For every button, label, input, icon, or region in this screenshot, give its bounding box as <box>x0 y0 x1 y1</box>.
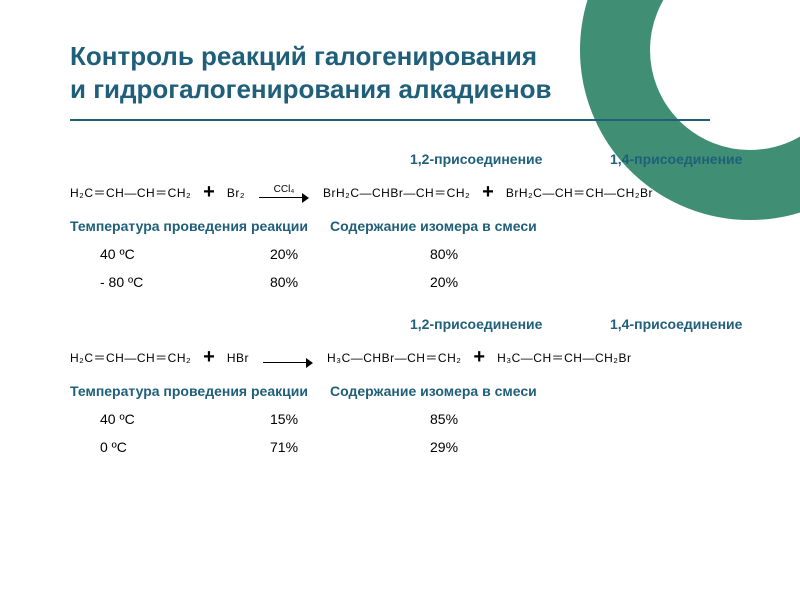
r2-product-14: H₃C—CH＝CH—CH₂Br <box>497 349 631 366</box>
table-row: 40 ºC 15% 85% <box>70 411 750 427</box>
plus-icon: + <box>473 346 485 369</box>
slide-content: Контроль реакций галогенирования и гидро… <box>0 0 800 475</box>
header-1-2-addition: 1,2-присоединение <box>410 316 610 332</box>
mixture-header: Содержание изомера в смеси <box>330 383 537 399</box>
temperature-header: Температура проведения реакции <box>70 218 330 234</box>
pct-14: 85% <box>430 411 458 427</box>
r1-reactant: H₂C＝CH—CH＝CH₂ <box>70 184 191 201</box>
addition-headers-1: 1,2-присоединение 1,4-присоединение <box>70 151 750 167</box>
data-headers-1: Температура проведения реакции Содержани… <box>70 218 750 234</box>
pct-12: 15% <box>270 411 430 427</box>
table-row: 40 ºC 20% 80% <box>70 246 750 262</box>
pct-14: 29% <box>430 439 458 455</box>
header-1-2-addition: 1,2-присоединение <box>410 151 610 167</box>
pct-12: 71% <box>270 439 430 455</box>
temp-value: 40 ºC <box>70 246 270 262</box>
plus-icon: + <box>203 346 215 369</box>
plus-icon: + <box>203 181 215 204</box>
table-row: 0 ºC 71% 29% <box>70 439 750 455</box>
reaction-1-equation: H₂C＝CH—CH＝CH₂ + Br₂ CCl₄ BrH₂C—CHBr—CH＝C… <box>70 181 750 204</box>
data-headers-2: Температура проведения реакции Содержани… <box>70 383 750 399</box>
addition-headers-2: 1,2-присоединение 1,4-присоединение <box>70 316 750 332</box>
reaction-2-equation: H₂C＝CH—CH＝CH₂ + HBr H₃C—CHBr—CH＝CH₂ + H₃… <box>70 346 750 369</box>
plus-icon: + <box>482 181 494 204</box>
temperature-header: Температура проведения реакции <box>70 383 330 399</box>
r2-reactant: H₂C＝CH—CH＝CH₂ <box>70 349 191 366</box>
temp-value: 40 ºC <box>70 411 270 427</box>
reaction-arrow: CCl₄ <box>259 182 309 203</box>
temp-value: 0 ºC <box>70 439 270 455</box>
slide-title: Контроль реакций галогенирования и гидро… <box>70 40 710 121</box>
r1-product-12: BrH₂C—CHBr—CH＝CH₂ <box>323 184 470 201</box>
r1-reagent: Br₂ <box>227 186 245 200</box>
header-1-4-addition: 1,4-присоединение <box>610 151 742 167</box>
pct-12: 80% <box>270 274 430 290</box>
title-line-2: и гидрогалогенирования алкадиенов <box>70 74 552 104</box>
title-line-1: Контроль реакций галогенирования <box>70 41 537 71</box>
mixture-header: Содержание изомера в смеси <box>330 218 537 234</box>
r2-product-12: H₃C—CHBr—CH＝CH₂ <box>327 349 461 366</box>
r1-product-14: BrH₂C—CH＝CH—CH₂Br <box>506 184 653 201</box>
pct-12: 20% <box>270 246 430 262</box>
table-row: - 80 ºC 80% 20% <box>70 274 750 290</box>
r2-reagent: HBr <box>227 351 249 365</box>
temp-value: - 80 ºC <box>70 274 270 290</box>
header-1-4-addition: 1,4-присоединение <box>610 316 742 332</box>
reaction-arrow <box>263 347 313 368</box>
pct-14: 20% <box>430 274 458 290</box>
pct-14: 80% <box>430 246 458 262</box>
